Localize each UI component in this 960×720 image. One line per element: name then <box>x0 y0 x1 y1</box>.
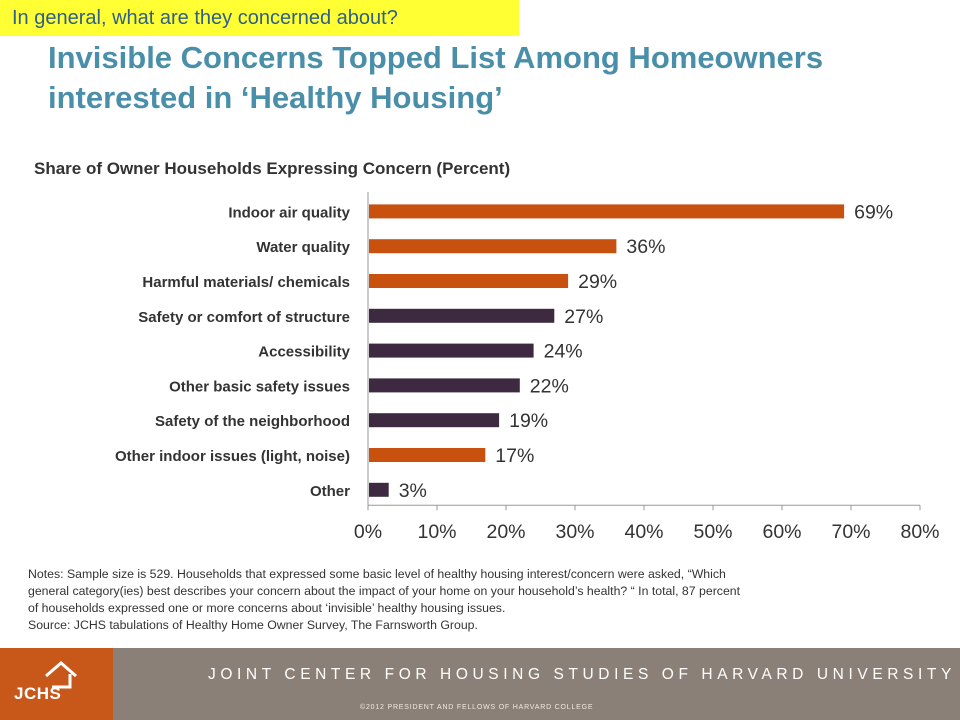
notes-line-1: Notes: Sample size is 529. Households th… <box>28 567 726 581</box>
x-tick-label: 0% <box>354 521 382 543</box>
house-icon <box>45 661 77 689</box>
x-tick-label: 60% <box>762 521 801 543</box>
x-tick-label: 70% <box>831 521 870 543</box>
chart-title: Share of Owner Households Expressing Con… <box>34 159 511 178</box>
data-label: 29% <box>578 271 617 293</box>
bar <box>369 413 500 428</box>
category-label: Safety or comfort of structure <box>138 309 350 326</box>
x-tick-label: 30% <box>555 521 594 543</box>
footer-bar: JCHS JOINT CENTER FOR HOUSING STUDIES OF… <box>0 648 960 720</box>
bar <box>369 274 569 288</box>
notes-line-4: Source: JCHS tabulations of Healthy Home… <box>28 618 478 632</box>
data-label: 17% <box>495 445 534 467</box>
bar <box>369 204 845 219</box>
bar <box>369 308 555 323</box>
category-label: Water quality <box>256 239 350 256</box>
slide-title: Invisible Concerns Topped List Among Hom… <box>48 40 824 115</box>
x-tick-label: 40% <box>624 521 663 543</box>
notes: Notes: Sample size is 529. Households th… <box>28 566 958 634</box>
logo-text: JCHS <box>14 684 62 703</box>
jchs-logo: JCHS <box>0 648 113 720</box>
bar <box>369 448 486 462</box>
bar <box>369 343 534 358</box>
x-tick-label: 20% <box>486 521 525 543</box>
copyright: ©2012 PRESIDENT AND FELLOWS OF HARVARD C… <box>360 704 594 711</box>
x-tick-label: 80% <box>900 521 939 543</box>
notes-line-2: general category(ies) best describes you… <box>28 584 741 598</box>
organization-name: JOINT CENTER FOR HOUSING STUDIES OF HARV… <box>208 666 956 683</box>
category-label: Accessibility <box>258 344 350 361</box>
x-tick-label: 10% <box>417 521 456 543</box>
data-label: 36% <box>626 236 665 258</box>
data-label: 19% <box>509 410 548 432</box>
bar <box>369 378 520 393</box>
data-label: 69% <box>854 201 893 223</box>
data-label: 27% <box>564 306 603 328</box>
data-label: 24% <box>544 341 583 363</box>
category-label: Indoor air quality <box>228 204 350 221</box>
x-tick-label: 50% <box>693 521 732 543</box>
callout-banner: In general, what are they concerned abou… <box>0 0 519 36</box>
category-label: Harmful materials/ chemicals <box>142 274 350 291</box>
category-label: Other basic safety issues <box>169 378 350 395</box>
data-label: 3% <box>399 480 427 502</box>
bar-chart: Indoor air quality 69% Water quality 36% Har… <box>115 192 940 543</box>
bar <box>369 239 617 254</box>
bar <box>369 482 389 497</box>
category-label: Other indoor issues (light, noise) <box>115 448 350 465</box>
category-label: Safety of the neighborhood <box>155 413 350 430</box>
data-label: 22% <box>530 375 569 397</box>
category-label: Other <box>310 483 350 500</box>
notes-line-3: of households expressed one or more conc… <box>28 601 506 615</box>
